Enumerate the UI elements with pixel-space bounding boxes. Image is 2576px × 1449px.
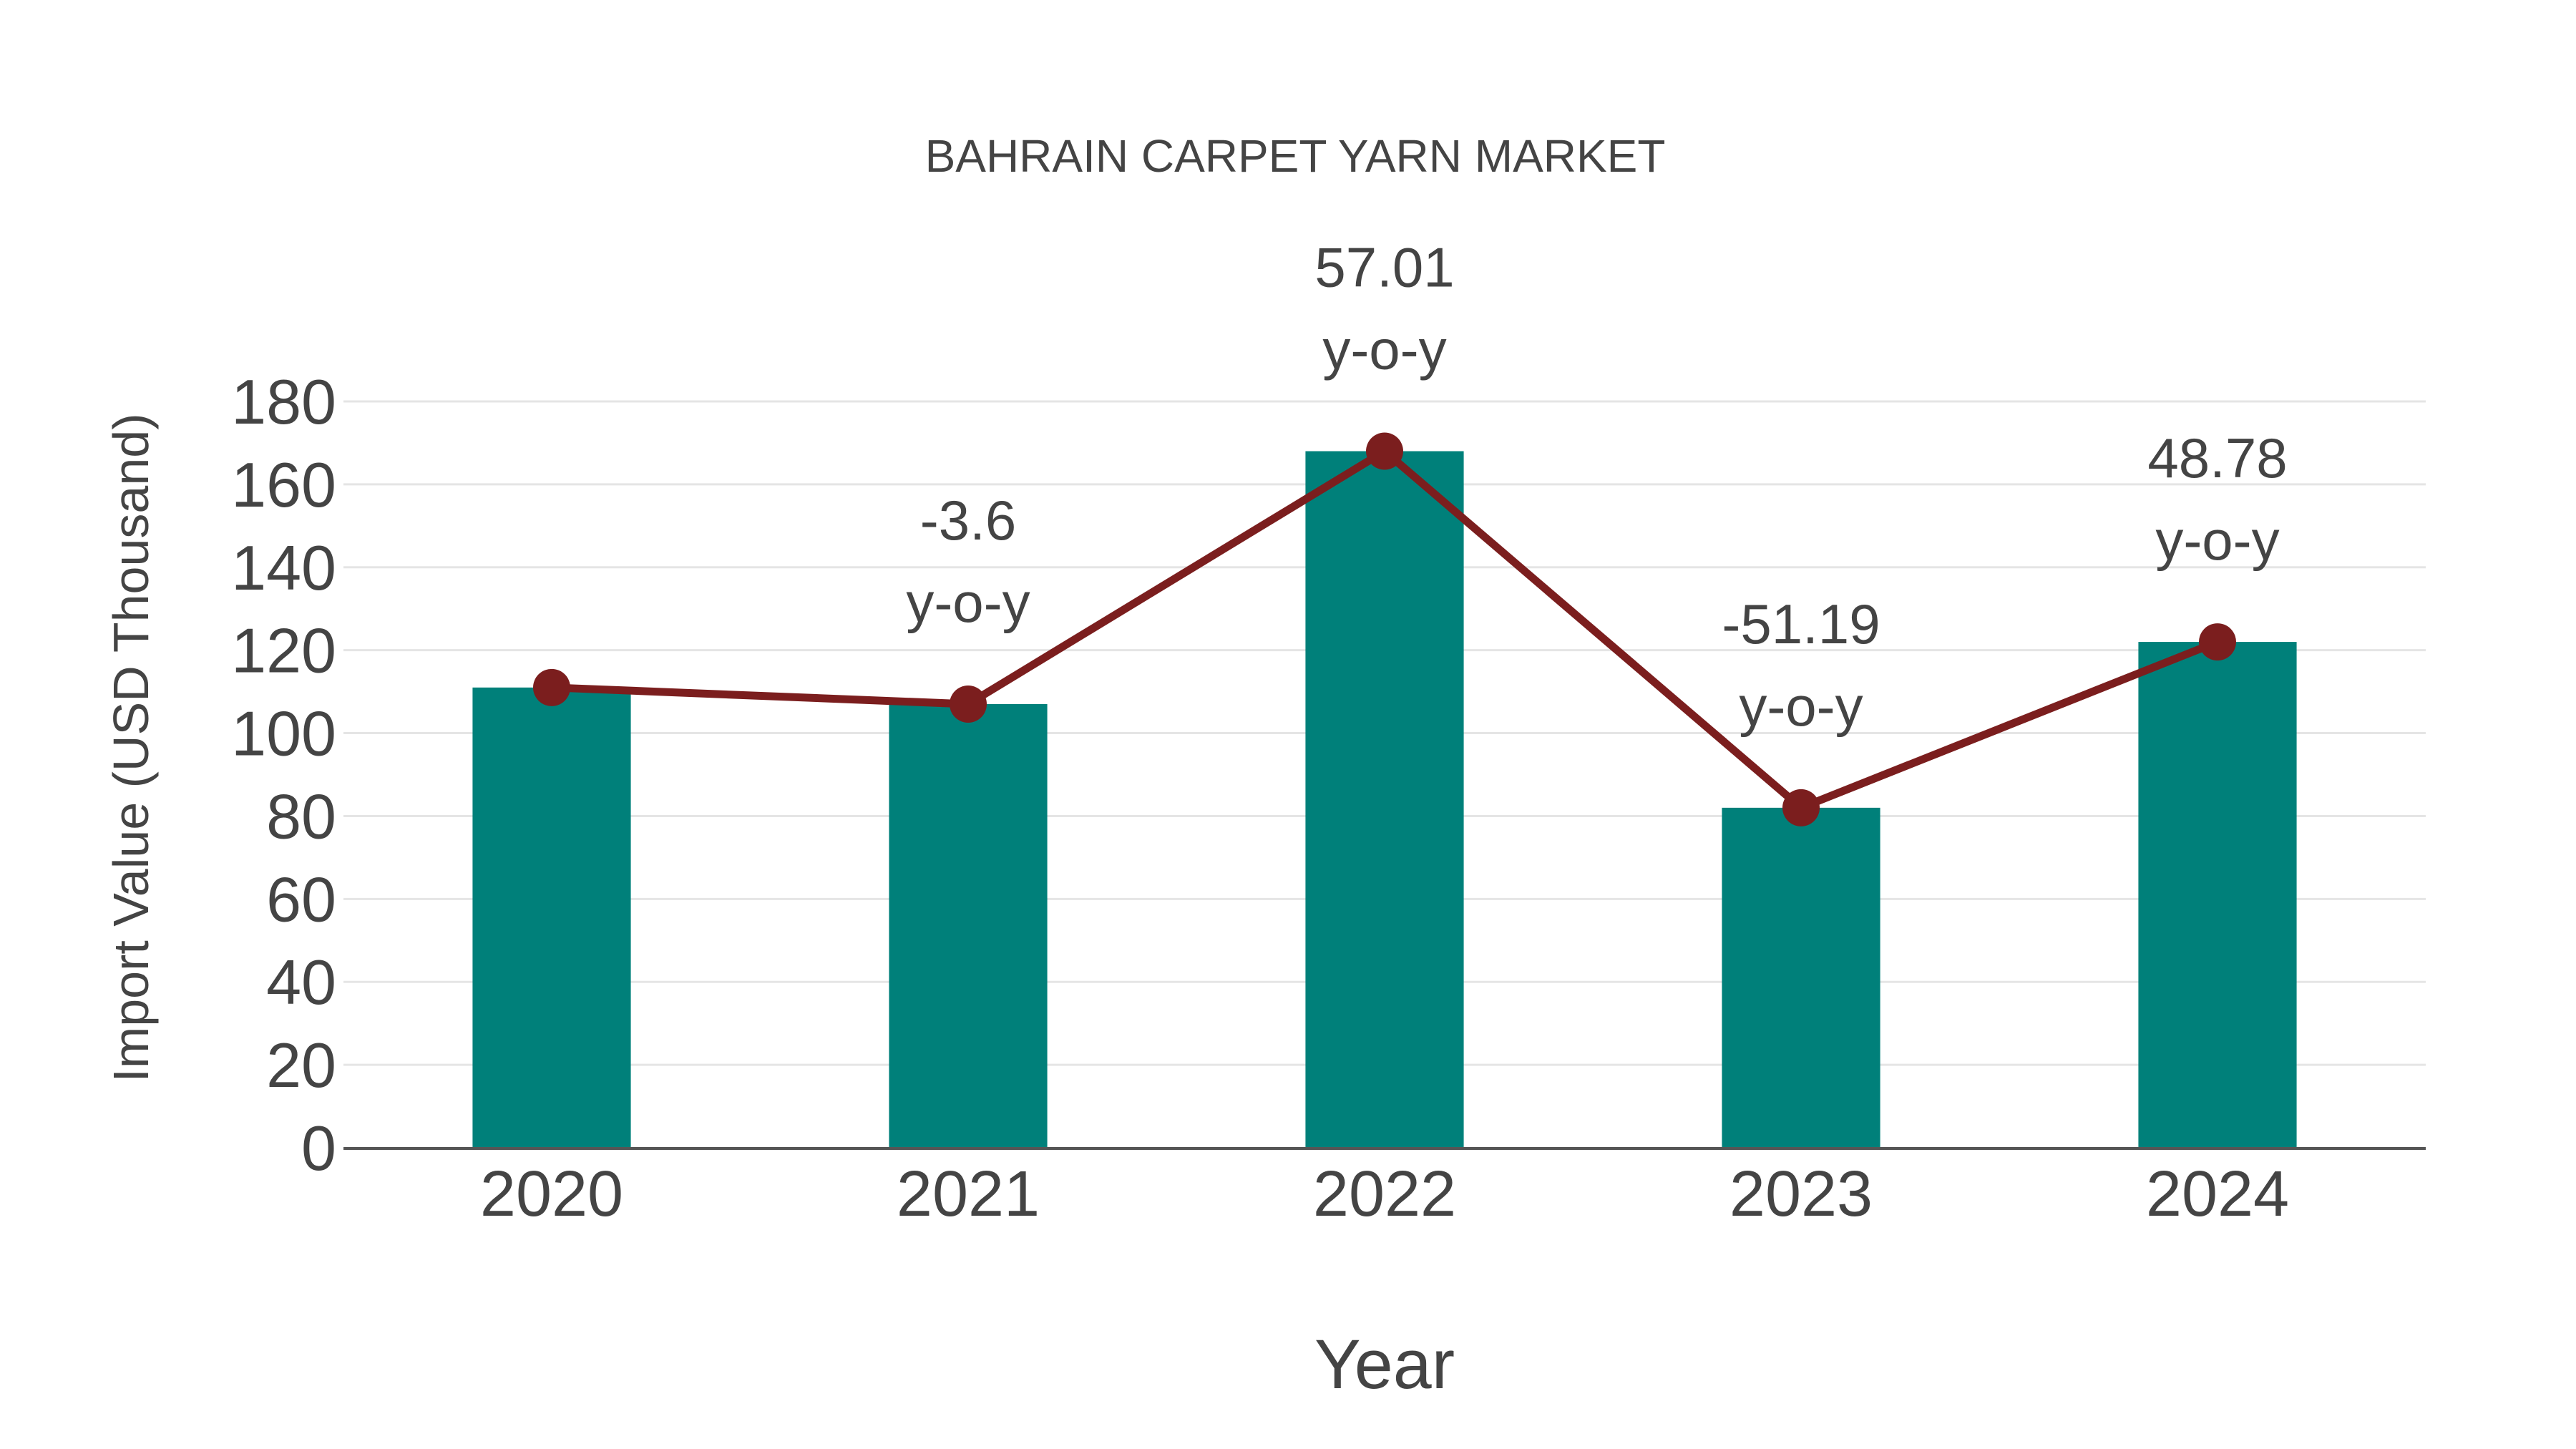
yoy-annotation-2022: 57.01 y-o-y [1314, 236, 1454, 381]
line-marker-2024 [2199, 623, 2236, 661]
y-tick-label: 40 [266, 947, 336, 1018]
x-axis-title: Year [1314, 1325, 1455, 1403]
yoy-annotations: -3.6 y-o-y 57.01 y-o-y -51.19 y-o-y 48.78 y-o-y [906, 236, 2287, 738]
yoy-suffix: y-o-y [1739, 675, 1863, 738]
bar-2021 [889, 703, 1048, 1148]
x-tick-label: 2021 [897, 1158, 1040, 1230]
x-axis-ticks: 2020 2021 2022 2023 2024 [480, 1158, 2289, 1230]
yoy-suffix: y-o-y [2155, 509, 2279, 572]
bar-2024 [2138, 642, 2297, 1148]
yoy-suffix: y-o-y [906, 571, 1030, 634]
line-marker-2022 [1366, 432, 1403, 470]
y-tick-label: 160 [231, 449, 336, 520]
y-axis-ticks: 0 20 40 60 80 100 120 140 160 180 [231, 366, 336, 1184]
yoy-value: -3.6 [920, 489, 1016, 552]
x-tick-label: 2020 [480, 1158, 623, 1230]
x-tick-label: 2024 [2146, 1158, 2289, 1230]
yoy-value: 57.01 [1314, 236, 1454, 299]
bar-series [472, 451, 2297, 1148]
line-series [533, 432, 2236, 826]
y-tick-label: 20 [266, 1030, 336, 1101]
yoy-value: 48.78 [2147, 426, 2287, 489]
y-tick-label: 180 [231, 366, 336, 437]
y-tick-label: 140 [231, 532, 336, 603]
yoy-annotation-2024: 48.78 y-o-y [2147, 426, 2287, 572]
yoy-suffix: y-o-y [1322, 318, 1446, 381]
line-marker-2020 [533, 668, 570, 706]
line-marker-2023 [1782, 789, 1820, 826]
bar-2022 [1305, 451, 1464, 1148]
bar-2023 [1722, 807, 1880, 1148]
y-tick-label: 0 [301, 1113, 336, 1184]
y-tick-label: 100 [231, 698, 336, 769]
y-tick-label: 80 [266, 781, 336, 852]
bar-2020 [472, 687, 631, 1148]
x-tick-label: 2022 [1313, 1158, 1456, 1230]
yoy-annotation-2023: -51.19 y-o-y [1722, 592, 1880, 738]
line-marker-2021 [950, 685, 987, 723]
y-tick-label: 120 [231, 615, 336, 686]
yoy-value: -51.19 [1722, 592, 1880, 655]
chart-title: BAHRAIN CARPET YARN MARKET [924, 130, 1666, 182]
yoy-annotation-2021: -3.6 y-o-y [906, 489, 1030, 634]
x-tick-label: 2023 [1729, 1158, 1873, 1230]
y-tick-label: 60 [266, 864, 336, 935]
